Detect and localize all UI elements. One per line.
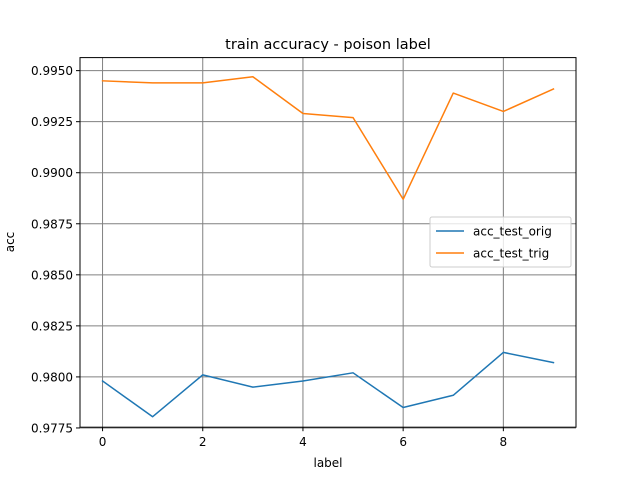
y-tick-label: 0.9775 <box>31 421 73 435</box>
series-line-acc-test-trig <box>101 76 555 201</box>
y-axis-title: acc <box>3 232 17 253</box>
series-layer <box>101 76 555 418</box>
legend-box <box>429 216 572 268</box>
y-tick-label: 0.9925 <box>31 115 73 129</box>
x-tick-label: 8 <box>500 435 508 449</box>
x-tick-label: 4 <box>299 435 307 449</box>
chart-title: train accuracy - poison label <box>225 37 431 53</box>
y-tick-label: 0.9875 <box>31 217 73 231</box>
x-tick-label: 6 <box>399 435 407 449</box>
legend-label: acc_test_trig <box>473 247 549 261</box>
series-line-acc-test-orig <box>101 351 555 418</box>
y-tick-label: 0.9950 <box>31 64 73 78</box>
x-axis-title: label <box>313 456 342 470</box>
tick-layer: 0 2 4 6 8 0.9775 0.9800 0.9825 0.9850 0.9875 0.990… <box>31 64 507 449</box>
y-tick-label: 0.9800 <box>31 370 73 384</box>
legend: acc_test_orig acc_test_trig <box>429 216 572 268</box>
y-tick-label: 0.9850 <box>31 268 73 282</box>
y-tick-label: 0.9900 <box>31 166 73 180</box>
x-tick-label: 0 <box>99 435 107 449</box>
x-tick-label: 2 <box>199 435 207 449</box>
y-tick-label: 0.9825 <box>31 319 73 333</box>
plot-frame <box>79 57 577 428</box>
legend-label: acc_test_orig <box>473 225 552 239</box>
